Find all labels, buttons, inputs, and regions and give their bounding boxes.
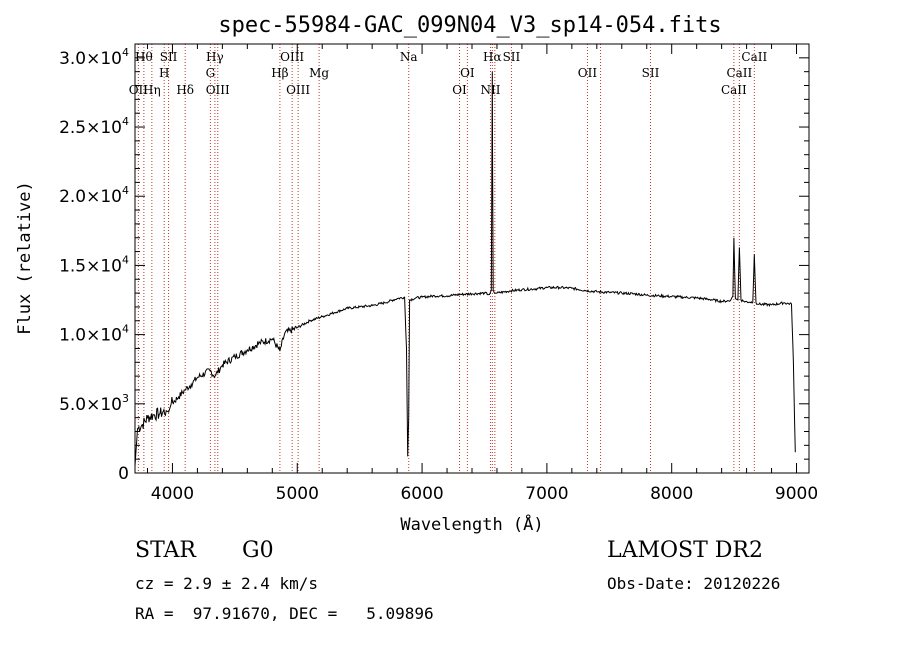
spectral-line-labels: HθOIIHηHSIIHδGHγOIIIHβOIIIOIIIMgNaOIOINI… [129, 50, 768, 97]
line-label-22: SII [642, 66, 660, 80]
line-label-16: NII [480, 83, 500, 97]
line-label-12: Mg [309, 66, 329, 80]
y-tick-label-1: 5.0×103 [59, 392, 129, 415]
line-label-6: G [206, 66, 216, 80]
redshift-text: cz = 2.9 ± 2.4 km/s [135, 574, 319, 593]
x-axis-ticks: 4000 5000 6000 7000 8000 9000 [146, 44, 818, 504]
line-label-17: Hα [483, 50, 502, 64]
spectrum-line [135, 71, 796, 467]
y-axis-ticks: 0 5.0×103 1.0×104 1.5×104 2.0×104 2.5×104 3.0×… [59, 43, 809, 484]
survey-name: LAMOST DR2 [607, 538, 763, 563]
y-tick-label-3: 1.5×104 [59, 253, 129, 276]
line-label-8: OIII [206, 83, 230, 97]
line-label-15: OI [460, 66, 475, 80]
line-label-0: Hθ [135, 50, 153, 64]
y-tick-label-5: 2.5×104 [59, 115, 129, 138]
line-label-9: Hβ [271, 66, 288, 80]
x-tick-label-2: 6000 [400, 484, 443, 504]
line-label-7: Hγ [206, 50, 224, 64]
coordinates: RA = 97.91670, DEC = 5.09896 [135, 604, 434, 623]
x-tick-label-4: 8000 [650, 484, 693, 504]
line-label-23: CaII [721, 83, 747, 97]
line-label-19: SII [503, 50, 521, 64]
line-label-14: OI [452, 83, 467, 97]
x-tick-label-5: 9000 [775, 484, 818, 504]
line-label-11: OIII [286, 83, 310, 97]
y-tick-label-2: 1.0×104 [59, 323, 129, 346]
object-subclass: G0 [242, 538, 274, 563]
y-tick-label-0: 0 [118, 464, 129, 484]
spectral-line-markers [137, 44, 755, 473]
line-label-3: H [159, 66, 169, 80]
line-label-24: CaII [726, 66, 752, 80]
line-label-4: SII [160, 50, 178, 64]
line-label-25: CaII [741, 50, 767, 64]
line-label-2: Hη [143, 83, 161, 97]
y-tick-label-4: 2.0×104 [59, 184, 129, 207]
y-axis-label: Flux (relative) [15, 181, 35, 335]
line-label-5: Hδ [176, 83, 194, 97]
object-class: STAR [135, 538, 196, 563]
plot-frame [134, 43, 810, 474]
line-label-20: OII [578, 66, 598, 80]
x-axis-label: Wavelength (Å) [400, 513, 543, 535]
x-tick-label-0: 4000 [151, 484, 194, 504]
line-label-10: OIII [280, 50, 304, 64]
chart-title: spec-55984-GAC_099N04_V3_sp14-054.fits [218, 13, 721, 38]
line-label-13: Na [400, 50, 418, 64]
x-tick-label-1: 5000 [276, 484, 319, 504]
y-tick-label-6: 3.0×104 [59, 46, 129, 69]
line-label-1: OII [129, 83, 149, 97]
obs-date: Obs-Date: 20120226 [607, 574, 781, 593]
x-tick-label-3: 7000 [525, 484, 568, 504]
